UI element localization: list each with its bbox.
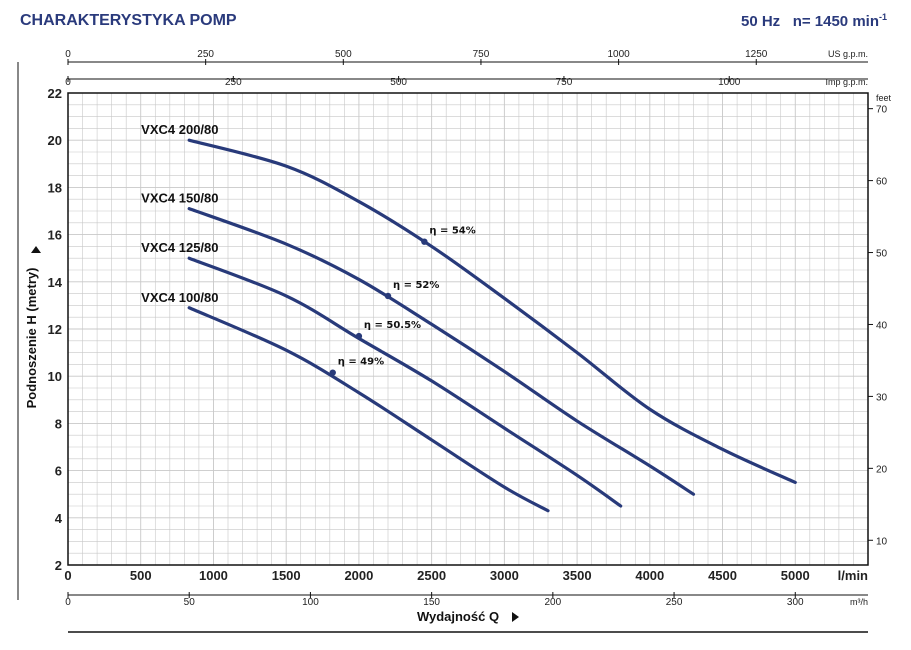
lmin-tick-label: 0 [64, 568, 71, 583]
lmin-tick-label: 3500 [563, 568, 592, 583]
series-label: VXC4 200/80 [141, 122, 218, 137]
series-line [187, 306, 550, 513]
us-gpm-tick-label: 0 [65, 49, 71, 60]
lmin-tick-label: 2500 [417, 568, 446, 583]
h-tick-label: 4 [55, 511, 63, 526]
us-gpm-tick-label: 250 [197, 49, 214, 60]
imp-gpm-tick-label: 1000 [718, 77, 741, 88]
feet-tick-label: 20 [876, 464, 888, 475]
h-tick-label: 2 [55, 558, 62, 573]
lmin-tick-label: 2000 [344, 568, 373, 583]
x-axis-label: Wydajność Q [417, 609, 499, 624]
efficiency-label: η = 50.5% [364, 320, 421, 331]
x-arrow-icon [512, 612, 519, 622]
us-gpm-tick-label: 500 [335, 49, 352, 60]
h-tick-label: 10 [48, 369, 62, 384]
speed-info: 50 Hz n= 1450 min-1 [741, 12, 887, 30]
feet-tick-label: 60 [876, 177, 888, 188]
h-tick-label: 16 [48, 228, 62, 243]
h-tick-label: 8 [55, 416, 62, 431]
rotation-speed-exponent: -1 [878, 12, 887, 22]
m3h-tick-label: 250 [666, 597, 683, 608]
lmin-tick-label: 4500 [708, 568, 737, 583]
series-label: VXC4 100/80 [141, 290, 218, 305]
feet-tick-label: 30 [876, 392, 888, 403]
feet-tick-label: 10 [876, 536, 888, 547]
efficiency-label: η = 54% [429, 226, 475, 237]
m3h-tick-label: 100 [302, 597, 319, 608]
efficiency-point [421, 238, 428, 245]
rotation-speed: n= 1450 min [792, 13, 879, 30]
lmin-tick-label: 1000 [199, 568, 228, 583]
grid [68, 93, 868, 565]
lmin-tick-label: 5000 [781, 568, 810, 583]
feet-unit: feet [876, 93, 892, 103]
m3h-tick-label: 150 [423, 597, 440, 608]
curves: VXC4 200/80 η = 54% VXC4 150/80 η = 52% VXC4… [141, 122, 797, 513]
m3h-tick-label: 50 [184, 597, 196, 608]
feet-tick-label: 40 [876, 320, 888, 331]
frequency: 50 Hz [740, 13, 781, 30]
us-gpm-tick-label: 1250 [745, 49, 768, 60]
lmin-tick-label: 1500 [272, 568, 301, 583]
series-line [187, 207, 696, 496]
series-label: VXC4 150/80 [141, 191, 218, 206]
m3h-tick-label: 200 [545, 597, 562, 608]
y-arrow-icon [31, 246, 41, 253]
m3h-unit: m³/h [850, 597, 868, 607]
imp-gpm-unit: Imp g.p.m. [825, 77, 868, 87]
feet-tick-label: 50 [876, 249, 888, 260]
efficiency-label: η = 52% [393, 280, 439, 291]
lmin-unit: l/min [838, 568, 868, 583]
us-gpm-tick-label: 750 [473, 49, 490, 60]
imp-gpm-tick-label: 750 [556, 77, 573, 88]
h-tick-label: 22 [48, 86, 62, 101]
lmin-tick-label: 4000 [635, 568, 664, 583]
h-tick-label: 6 [55, 464, 62, 479]
efficiency-point [384, 292, 392, 300]
imp-gpm-tick-label: 250 [225, 77, 242, 88]
h-tick-label: 20 [48, 133, 62, 148]
series-label: VXC4 125/80 [141, 240, 218, 255]
imp-gpm-tick-label: 500 [390, 77, 407, 88]
series-line [187, 256, 623, 508]
h-tick-label: 12 [48, 322, 62, 337]
series-line [187, 138, 797, 484]
h-tick-label: 18 [48, 180, 62, 195]
lmin-tick-label: 500 [130, 568, 152, 583]
us-gpm-unit: US g.p.m. [828, 49, 868, 59]
imp-gpm-tick-label: 0 [65, 77, 71, 88]
h-tick-label: 14 [48, 275, 63, 290]
axes: 0 250 500 750 1000 1250 US g.p.m.0 250 500 750 100… [48, 49, 892, 608]
lmin-tick-label: 3000 [490, 568, 519, 583]
plot-frame [67, 92, 869, 566]
y-axis-label: Podnoszenie H (metry) [24, 268, 39, 409]
page-title: CHARAKTERYSTYKA POMP [20, 12, 237, 29]
feet-tick-label: 70 [876, 105, 888, 116]
plot-border [67, 92, 869, 566]
us-gpm-tick-label: 1000 [607, 49, 630, 60]
m3h-tick-label: 0 [65, 597, 71, 608]
m3h-tick-label: 300 [787, 597, 804, 608]
efficiency-point [355, 332, 363, 340]
efficiency-label: η = 49% [338, 357, 384, 368]
efficiency-point [329, 369, 336, 376]
